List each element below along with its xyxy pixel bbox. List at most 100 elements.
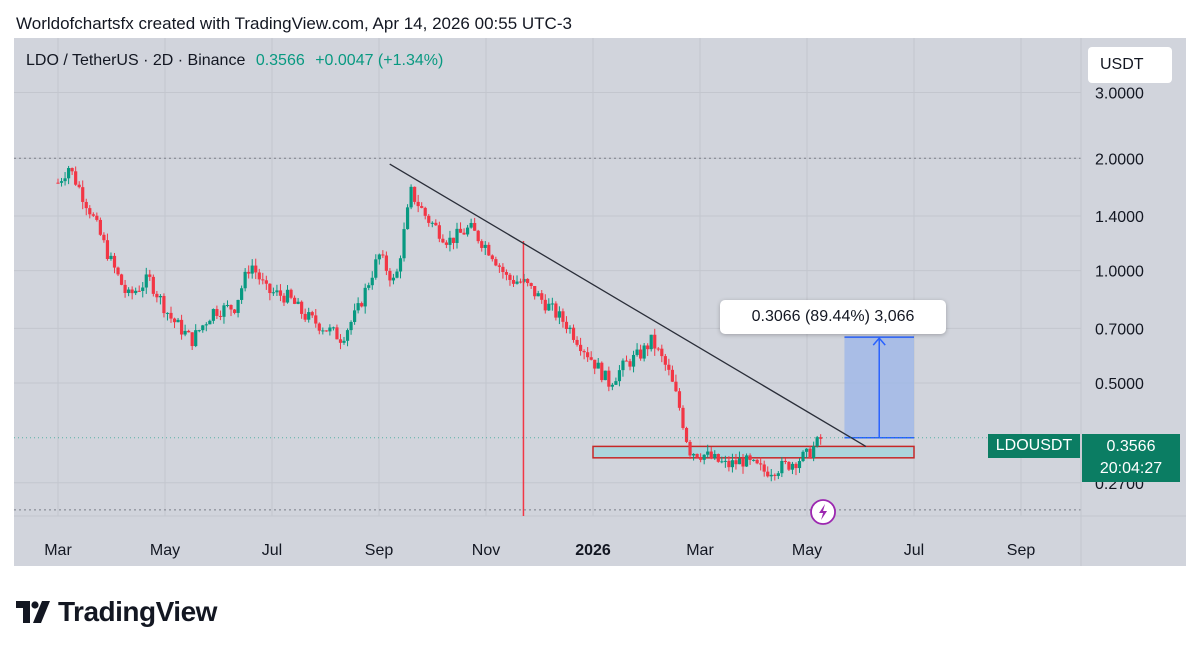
candle-body (176, 319, 180, 323)
candle-body (264, 280, 268, 284)
candle-body (812, 446, 816, 458)
candle-body (455, 228, 459, 243)
candle-body (119, 274, 124, 285)
candle-body (328, 327, 332, 332)
price-tag-value: 0.3566 (1106, 438, 1156, 455)
candle-body (600, 362, 604, 381)
chart-panel[interactable]: 3.0000 2.0000 1.4000 1.0000 0.7000 0.5000 0.27… (14, 38, 1186, 566)
candle-body (102, 234, 106, 241)
candle-body (285, 289, 290, 303)
candle-body (501, 266, 505, 273)
candle-body (289, 289, 293, 298)
candle-body (734, 460, 738, 465)
x-tick-label: Sep (365, 542, 394, 559)
candle-body (508, 274, 512, 280)
candle-body (268, 283, 272, 294)
tradingview-logo[interactable]: TradingView (16, 596, 217, 628)
candle-body (81, 187, 85, 202)
candle-body (377, 254, 381, 260)
candle-body (741, 458, 745, 467)
price-tag: 0.3566 20:04:27 (1082, 434, 1180, 482)
candle-body (649, 334, 653, 350)
candle-body (247, 271, 251, 274)
candle-body (250, 265, 254, 274)
candle-body (70, 168, 74, 172)
chart-credit: Worldofchartsfx created with TradingView… (16, 14, 572, 33)
x-tick-label: Sep (1007, 542, 1036, 559)
candle-body (137, 290, 141, 292)
candle-body (596, 362, 600, 369)
candle-body (360, 303, 364, 307)
candle-body (557, 311, 562, 318)
candle-body (215, 309, 219, 316)
y-tick-label: 2.0000 (1095, 151, 1144, 168)
candle-body (169, 312, 173, 319)
candle-body (381, 254, 385, 256)
candle-body (684, 427, 689, 442)
candle-body (105, 240, 110, 259)
price-chart[interactable]: 3.00002.00001.40001.00000.70000.50000.27… (14, 38, 1186, 566)
candle-body (218, 315, 223, 317)
candle-body (112, 255, 117, 268)
candle-body (162, 295, 166, 314)
candle-body (335, 327, 339, 340)
candle-body (819, 437, 823, 439)
candle-body (427, 215, 431, 223)
candle-body (681, 407, 685, 428)
candle-body (278, 290, 283, 296)
candle-body (688, 441, 692, 456)
price-ticker-tag: LDOUSDT (988, 434, 1080, 458)
candle-body (437, 225, 441, 239)
candle-body (642, 345, 646, 359)
candle-body (797, 461, 802, 469)
candle-body (116, 267, 120, 275)
last-price: 0.3566 (255, 52, 305, 69)
candle-body (808, 448, 812, 458)
y-tick-label: 3.0000 (1095, 86, 1144, 103)
candle-body (480, 241, 484, 248)
candle-body (670, 369, 674, 382)
candle-body (748, 455, 752, 460)
candle-body (349, 321, 353, 331)
measure-arrow-head (872, 337, 886, 346)
candle-body (759, 463, 763, 465)
candle-body (603, 370, 607, 381)
candle-body (197, 330, 201, 332)
candle-body (794, 463, 798, 469)
x-tick-label: May (792, 542, 822, 559)
price-change: +0.0047 (+1.34%) (315, 52, 444, 69)
candle-body (444, 242, 449, 245)
x-tick-label: May (150, 542, 180, 559)
candle-body (706, 451, 710, 455)
candle-body (261, 279, 265, 281)
candle-body (660, 348, 664, 357)
candle-body (208, 320, 212, 325)
candle-body (744, 455, 749, 467)
candle-body (586, 352, 590, 358)
candle-body (646, 345, 650, 350)
candle-body (593, 359, 597, 369)
candle-body (752, 459, 756, 461)
candle-body (409, 186, 413, 208)
candle-body (423, 207, 427, 216)
candle-body (699, 457, 703, 460)
candle-body (473, 222, 477, 231)
candle-body (388, 270, 392, 281)
candle-body (74, 171, 78, 185)
currency-unit-button[interactable]: USDT (1088, 47, 1172, 83)
candle-body (91, 214, 95, 216)
candle-body (296, 301, 300, 304)
candle-body (702, 454, 706, 460)
candle-body (504, 272, 509, 275)
candle-body (617, 370, 622, 382)
candle-body (84, 201, 88, 209)
candle-body (56, 182, 60, 184)
symbol-header: LDO / TetherUS · 2D · Binance 0.3566 +0.… (26, 52, 443, 70)
candle-body (130, 289, 134, 294)
candle-body (769, 474, 773, 477)
candle-body (88, 208, 92, 215)
candle-body (582, 351, 586, 353)
candle-body (367, 285, 371, 288)
candle-body (614, 381, 618, 385)
candle-body (391, 277, 396, 281)
